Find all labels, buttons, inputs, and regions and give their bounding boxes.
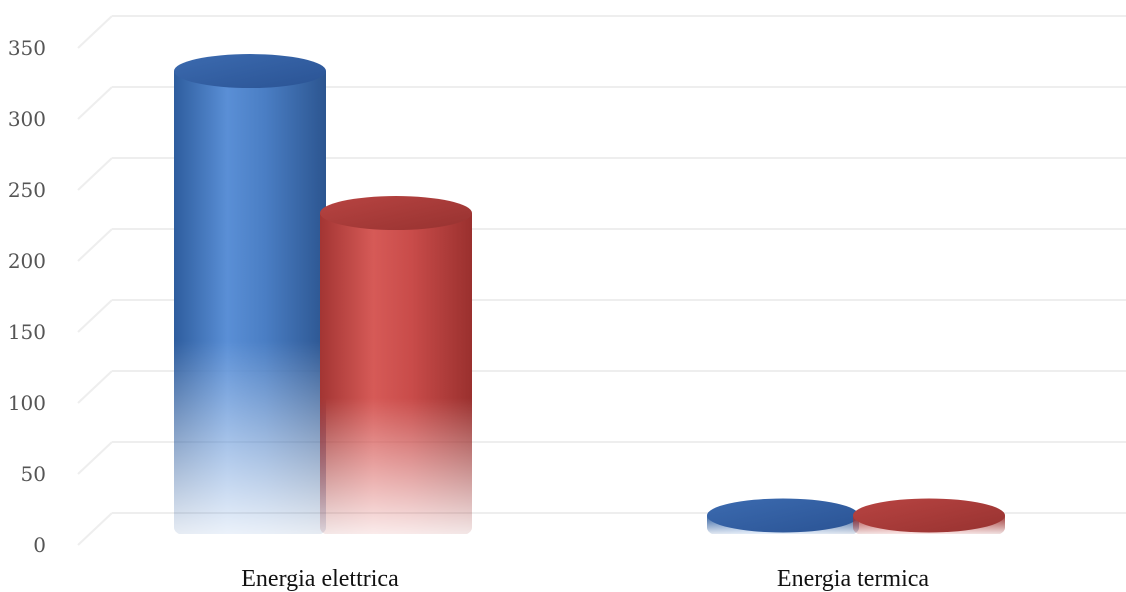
y-tick-label: 200 [8, 249, 46, 273]
y-tick-label: 350 [8, 36, 46, 60]
bar-top [853, 498, 1005, 533]
gridline [77, 370, 113, 404]
bar-body [174, 71, 326, 545]
bar-top [174, 54, 326, 89]
y-tick-label: 250 [8, 178, 46, 202]
x-tick-label: Energia elettrica [241, 566, 399, 592]
y-axis: 0 50 100 150 200 250 300 350 [8, 36, 46, 557]
y-tick-label: 150 [8, 320, 46, 344]
y-tick-label: 100 [8, 391, 46, 415]
gridline [77, 512, 113, 546]
gridline [77, 15, 113, 49]
y-tick-label: 50 [21, 462, 46, 486]
bars-layer [174, 54, 1005, 545]
bar [707, 498, 859, 545]
bar-top [320, 196, 472, 231]
bar [174, 54, 326, 545]
gridline [77, 299, 113, 333]
bar [320, 196, 472, 545]
y-tick-label: 0 [33, 533, 46, 557]
bar [853, 498, 1005, 545]
bar-body [320, 213, 472, 545]
gridline [77, 157, 113, 191]
bar-top [707, 498, 859, 533]
y-tick-label: 300 [8, 107, 46, 131]
x-tick-label: Energia termica [777, 566, 929, 592]
gridline [77, 228, 113, 262]
gridline [77, 86, 113, 120]
gridline [77, 441, 113, 475]
x-axis: Energia elettrica Energia termica [241, 566, 929, 592]
